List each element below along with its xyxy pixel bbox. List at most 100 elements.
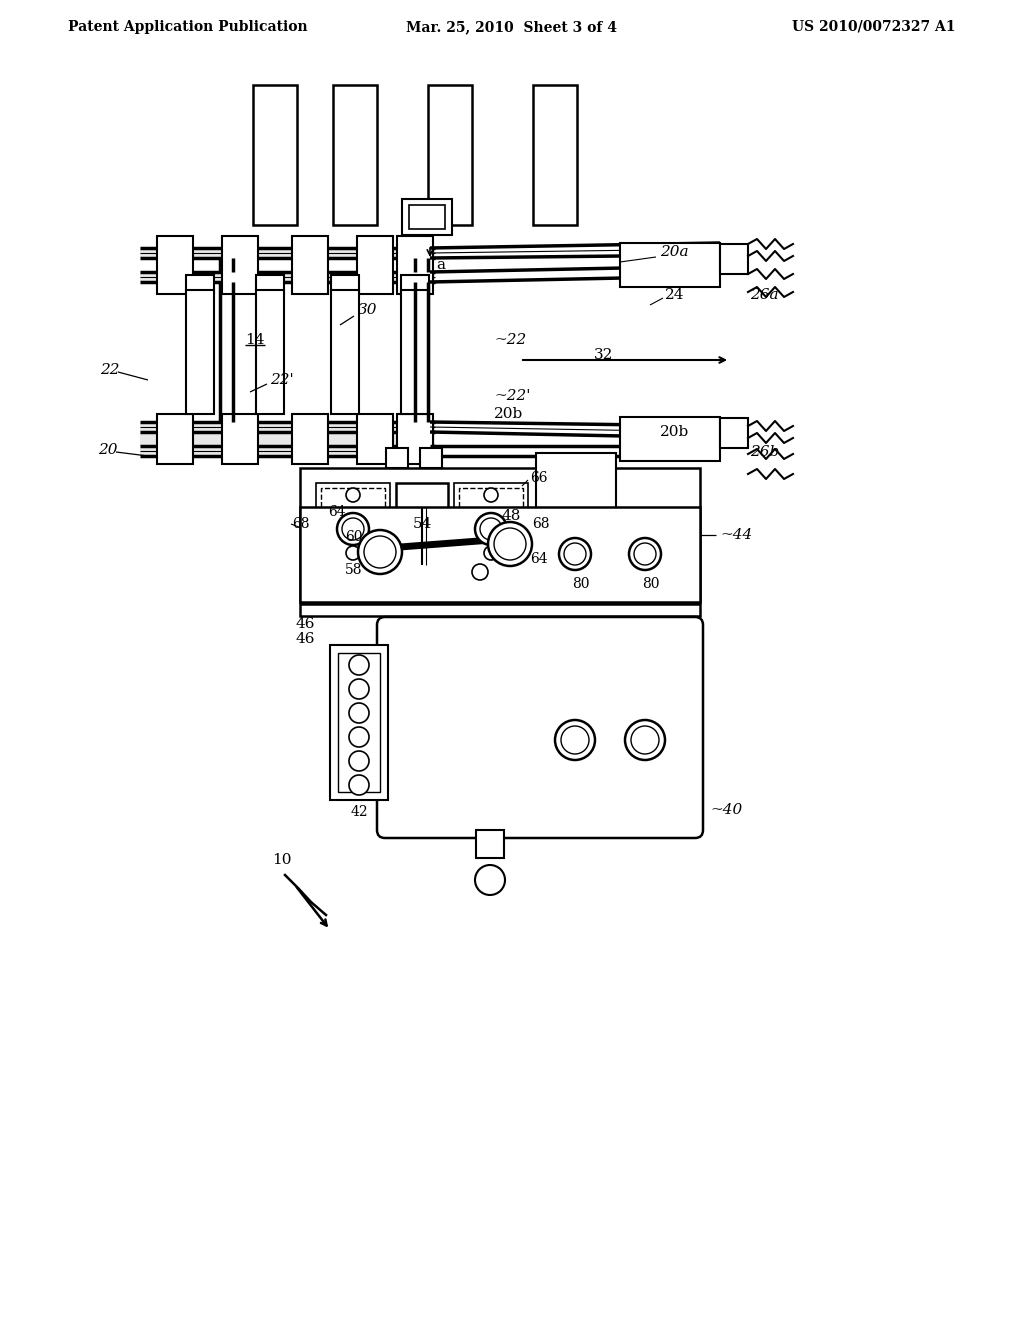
Circle shape: [349, 678, 369, 700]
Bar: [720, 244, 748, 275]
Text: a: a: [436, 257, 445, 272]
Circle shape: [349, 775, 369, 795]
Circle shape: [346, 546, 360, 560]
Text: 68: 68: [292, 517, 309, 531]
Bar: [331, 290, 359, 414]
Circle shape: [349, 727, 369, 747]
Bar: [357, 236, 393, 294]
FancyBboxPatch shape: [377, 616, 703, 838]
Circle shape: [475, 865, 505, 895]
Text: 64: 64: [530, 552, 548, 566]
Bar: [186, 275, 214, 294]
Text: 42: 42: [350, 805, 368, 818]
Text: 20: 20: [98, 444, 118, 457]
Circle shape: [475, 513, 507, 545]
Circle shape: [484, 546, 498, 560]
Bar: [331, 275, 359, 294]
Text: 66: 66: [530, 471, 548, 484]
Circle shape: [364, 536, 396, 568]
Text: 30: 30: [358, 304, 378, 317]
Bar: [222, 236, 258, 294]
Text: 32: 32: [594, 348, 613, 362]
Bar: [140, 272, 435, 282]
Bar: [300, 469, 700, 602]
Text: 58: 58: [345, 564, 362, 577]
Bar: [720, 418, 748, 447]
Circle shape: [349, 751, 369, 771]
Text: 80: 80: [572, 577, 590, 591]
Bar: [420, 447, 442, 469]
Circle shape: [480, 517, 502, 540]
Bar: [292, 414, 328, 465]
Circle shape: [494, 528, 526, 560]
Text: 14: 14: [245, 333, 264, 347]
Circle shape: [349, 704, 369, 723]
Text: 80: 80: [642, 577, 659, 591]
Text: 46: 46: [296, 632, 315, 645]
Text: 26b: 26b: [750, 445, 779, 459]
Bar: [186, 290, 214, 414]
Circle shape: [564, 543, 586, 565]
Circle shape: [472, 564, 488, 579]
Bar: [292, 236, 328, 294]
Circle shape: [488, 521, 532, 566]
Bar: [386, 447, 408, 469]
Text: ~40: ~40: [710, 803, 742, 817]
Circle shape: [337, 513, 369, 545]
Bar: [409, 205, 445, 228]
Bar: [330, 645, 388, 800]
Circle shape: [555, 719, 595, 760]
Bar: [157, 236, 193, 294]
Circle shape: [629, 539, 662, 570]
Text: 20a: 20a: [660, 246, 688, 259]
Text: 24: 24: [665, 288, 684, 302]
Bar: [459, 488, 523, 560]
Bar: [476, 830, 504, 858]
Circle shape: [625, 719, 665, 760]
Bar: [397, 414, 433, 465]
Bar: [256, 290, 284, 414]
Bar: [536, 453, 616, 565]
Text: 20b: 20b: [494, 407, 523, 421]
Bar: [397, 236, 433, 294]
Bar: [140, 422, 435, 455]
Bar: [454, 483, 528, 565]
Bar: [300, 507, 700, 602]
Circle shape: [561, 726, 589, 754]
Bar: [222, 414, 258, 465]
Bar: [396, 483, 449, 573]
Text: 46: 46: [296, 616, 315, 631]
Bar: [316, 483, 390, 565]
Bar: [338, 653, 380, 792]
Text: 64: 64: [328, 506, 346, 519]
Bar: [620, 243, 720, 286]
Text: 48: 48: [502, 510, 521, 523]
Bar: [256, 275, 284, 294]
Bar: [157, 414, 193, 465]
Circle shape: [484, 488, 498, 502]
Circle shape: [346, 488, 360, 502]
Bar: [300, 605, 700, 616]
Circle shape: [358, 531, 402, 574]
Bar: [428, 84, 472, 224]
Text: Mar. 25, 2010  Sheet 3 of 4: Mar. 25, 2010 Sheet 3 of 4: [407, 20, 617, 34]
Text: ~44: ~44: [720, 528, 753, 543]
Bar: [253, 84, 297, 224]
Bar: [620, 417, 720, 461]
Text: 54: 54: [413, 517, 432, 531]
Circle shape: [342, 517, 364, 540]
Text: ~22': ~22': [494, 389, 530, 403]
Bar: [357, 414, 393, 465]
Text: 22': 22': [270, 374, 294, 387]
Bar: [534, 84, 577, 224]
Bar: [401, 290, 429, 414]
Text: US 2010/0072327 A1: US 2010/0072327 A1: [793, 20, 956, 34]
Bar: [321, 488, 385, 560]
Bar: [140, 248, 435, 257]
Text: 26a: 26a: [750, 288, 778, 302]
Bar: [401, 275, 429, 294]
Text: 68: 68: [532, 517, 550, 531]
Text: 20b: 20b: [660, 425, 689, 440]
Bar: [333, 84, 377, 224]
Bar: [402, 199, 452, 235]
